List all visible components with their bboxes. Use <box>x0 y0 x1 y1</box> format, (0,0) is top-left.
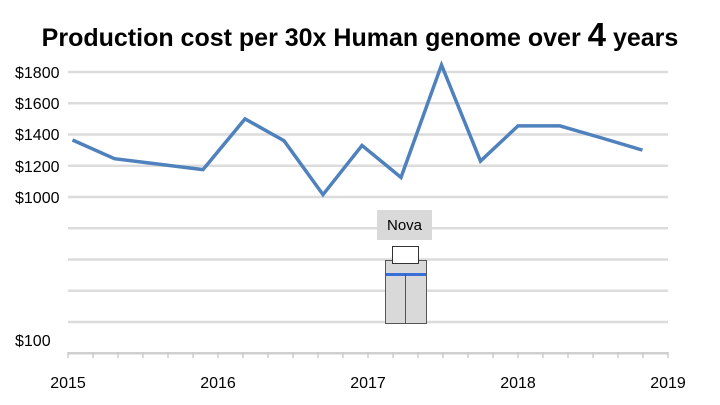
y-tick-label: $1200 <box>15 159 60 176</box>
y-tick-label: $100 <box>15 333 51 350</box>
nova-sequencer-icon <box>385 260 427 324</box>
x-tick-label: 2018 <box>500 375 536 392</box>
nova-screen-icon <box>392 246 419 264</box>
chart-title: Production cost per 30x Human genome ove… <box>41 16 679 53</box>
series-line <box>71 60 643 198</box>
x-tick-label: 2017 <box>350 375 386 392</box>
nova-annotation: Nova <box>377 210 432 240</box>
x-tick-label: 2015 <box>50 375 86 392</box>
x-tick-label: 2016 <box>200 375 236 392</box>
y-tick-label: $1000 <box>15 190 60 207</box>
y-tick-label: $1600 <box>15 96 60 113</box>
x-tick-label: 2019 <box>650 375 686 392</box>
y-tick-label: $1800 <box>15 65 60 82</box>
y-tick-label: $1400 <box>15 127 60 144</box>
